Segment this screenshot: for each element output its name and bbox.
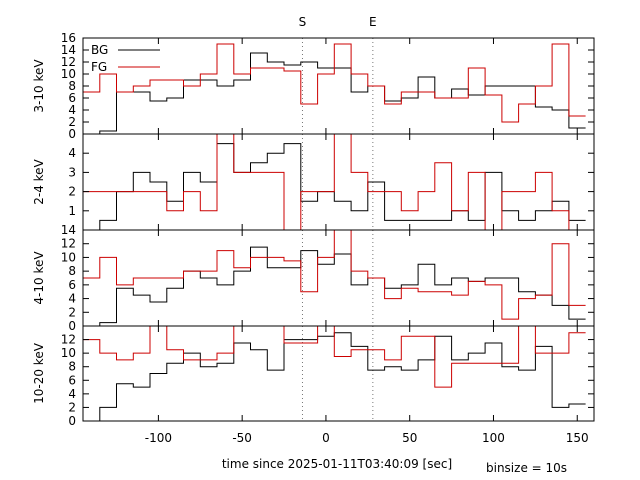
y-tick-label: 4 <box>68 103 76 117</box>
marker-label-s: S <box>299 15 307 29</box>
y-axis-label: 10-20 keV <box>32 342 46 404</box>
y-tick-label: 0 <box>68 319 76 333</box>
x-tick-label: -50 <box>232 431 252 445</box>
y-tick-label: 10 <box>61 250 76 264</box>
y-tick-label: 2 <box>68 400 76 414</box>
x-tick-label: 150 <box>566 431 589 445</box>
y-tick-label: 6 <box>68 278 76 292</box>
series-fg-panel-3 <box>83 230 586 320</box>
legend-label-fg: FG <box>91 60 107 74</box>
y-tick-label: 12 <box>61 237 76 251</box>
y-tick-label: 10 <box>61 346 76 360</box>
y-tick-label: 12 <box>61 55 76 69</box>
x-tick-label: 0 <box>322 431 330 445</box>
series-fg-panel-2 <box>83 134 586 230</box>
x-tick-label: -100 <box>145 431 172 445</box>
marker-label-e: E <box>369 15 377 29</box>
panel-frame-4 <box>82 325 595 422</box>
y-tick-label: 2 <box>68 115 76 129</box>
binsize-note: binsize = 10s <box>486 461 567 475</box>
y-tick-label: 10 <box>61 67 76 81</box>
series-fg-panel-1 <box>83 43 586 123</box>
x-tick-label: 100 <box>482 431 505 445</box>
y-tick-label: 16 <box>61 31 76 45</box>
y-axis-label: 4-10 keV <box>32 251 46 305</box>
y-axis-label: 2-4 keV <box>32 158 46 204</box>
x-tick-label: 50 <box>402 431 417 445</box>
series-fg-panel-4 <box>83 326 586 388</box>
y-tick-label: 3 <box>68 165 76 179</box>
y-tick-label: 6 <box>68 91 76 105</box>
y-tick-label: 12 <box>61 333 76 347</box>
y-tick-label: 0 <box>68 127 76 141</box>
y-tick-label: 8 <box>68 360 76 374</box>
y-tick-label: 4 <box>68 146 76 160</box>
y-tick-label: 4 <box>68 387 76 401</box>
y-tick-label: 0 <box>68 414 76 428</box>
x-axis-label: time since 2025-01-11T03:40:09 [sec] <box>222 457 452 471</box>
y-axis-label: 3-10 keV <box>32 59 46 113</box>
y-tick-label: 2 <box>68 305 76 319</box>
y-tick-label: 8 <box>68 79 76 93</box>
y-tick-label: 6 <box>68 373 76 387</box>
y-tick-label: 14 <box>61 43 76 57</box>
y-tick-label: 2 <box>68 185 76 199</box>
y-tick-label: 14 <box>61 223 76 237</box>
y-tick-label: 8 <box>68 264 76 278</box>
y-tick-label: 1 <box>68 204 76 218</box>
series-bg-panel-3 <box>83 246 586 326</box>
y-tick-label: 4 <box>68 292 76 306</box>
legend-label-bg: BG <box>91 43 108 57</box>
